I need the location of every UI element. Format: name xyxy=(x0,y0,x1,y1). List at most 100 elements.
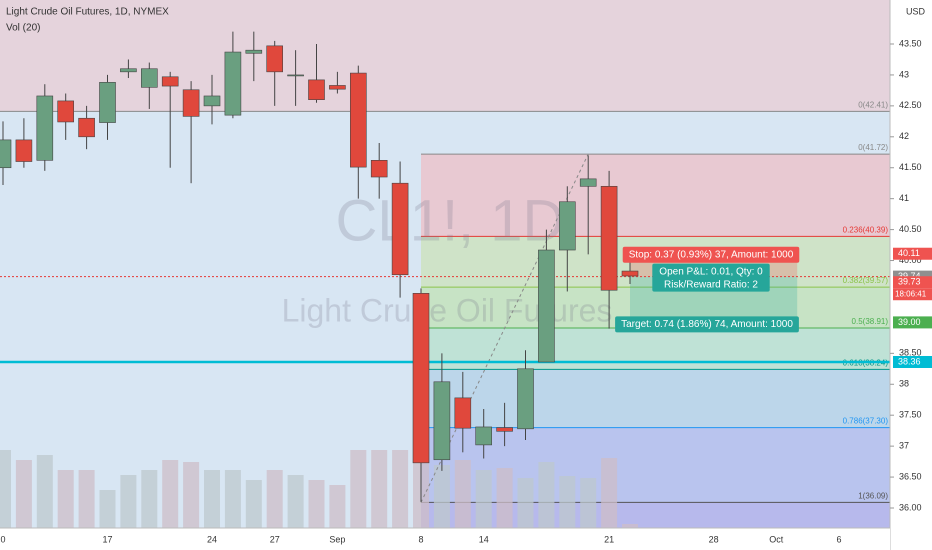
candle-body xyxy=(558,201,576,251)
volume-bar xyxy=(559,476,576,528)
candle-body xyxy=(203,95,221,107)
y-tick-label: 41.50 xyxy=(899,162,922,172)
volume-bar xyxy=(475,470,492,528)
volume-bar xyxy=(329,485,346,528)
fib-label: 0.382(39.57) xyxy=(843,276,889,285)
y-tick-label: 42.50 xyxy=(899,100,922,110)
watermark: CL1!, 1D xyxy=(336,188,565,253)
volume-bar xyxy=(308,480,325,528)
y-tick-label: 43.50 xyxy=(899,38,922,48)
candle-body xyxy=(496,427,513,432)
volume-bar xyxy=(36,455,53,528)
stop-label-box xyxy=(622,246,800,263)
volume-bar xyxy=(538,462,555,528)
stop-label: Stop: 0.37 (0.93%) 37, Amount: 1000 xyxy=(629,249,794,260)
price-tag xyxy=(893,355,932,368)
volume-label: Vol (20) xyxy=(6,23,40,34)
candle-body xyxy=(475,426,493,446)
countdown-tag xyxy=(893,288,932,301)
y-tick-label: 42 xyxy=(899,131,909,141)
candle-body xyxy=(538,249,555,363)
x-tick-label: 24 xyxy=(207,534,217,544)
price-tag xyxy=(893,276,932,289)
volume-bar xyxy=(517,478,534,528)
x-tick-label: 17 xyxy=(102,534,112,544)
candle-body xyxy=(57,100,75,123)
x-tick-label: 6 xyxy=(836,534,841,544)
candle-body xyxy=(454,397,472,429)
price-tag xyxy=(893,247,932,260)
y-tick-label: 38.50 xyxy=(899,348,922,358)
volume-bar xyxy=(622,524,638,528)
pnl-box xyxy=(652,263,770,292)
fib-label: 0(42.41) xyxy=(858,101,888,110)
candle-body xyxy=(15,139,33,162)
volume-bar xyxy=(183,462,200,528)
y-tick-label: 36.00 xyxy=(899,502,922,512)
x-tick-label: 28 xyxy=(709,534,719,544)
volume-bar xyxy=(162,460,179,528)
zone-upper xyxy=(0,0,890,112)
y-tick-label: 41 xyxy=(899,193,909,203)
fib-label: 0.236(40.39) xyxy=(843,226,889,235)
volume-bar xyxy=(0,450,11,528)
price-tag-label: 38.36 xyxy=(898,356,921,366)
candle-body xyxy=(245,49,263,54)
volume-bar xyxy=(454,460,471,528)
target-label-box xyxy=(615,316,799,333)
volume-bar xyxy=(601,458,618,528)
volume-bar xyxy=(580,478,597,528)
y-tick-label: 40.50 xyxy=(899,224,922,234)
candle-body xyxy=(391,182,409,276)
volume-bar xyxy=(57,470,74,528)
currency: USD xyxy=(906,6,926,16)
volume-bar xyxy=(287,475,304,528)
candle-body xyxy=(621,270,639,277)
fib-label: 0.5(38.91) xyxy=(852,317,889,326)
fib-label: 1(36.09) xyxy=(858,492,888,501)
candle-body xyxy=(349,72,367,168)
x-tick-label: 21 xyxy=(604,534,614,544)
fib-label: 0.786(37.30) xyxy=(843,417,889,426)
volume-bar xyxy=(141,470,158,528)
volume-bar xyxy=(224,470,241,528)
volume-bar xyxy=(496,468,513,528)
candle-body xyxy=(266,45,284,73)
volume-bar xyxy=(120,475,137,528)
fib-label: 0(41.72) xyxy=(858,143,888,152)
x-tick-label: 0 xyxy=(0,534,5,544)
target-label: Target: 0.74 (1.86%) 74, Amount: 1000 xyxy=(621,319,793,330)
volume-bar xyxy=(433,465,450,528)
candle-body xyxy=(308,79,325,100)
candle-body xyxy=(161,76,179,87)
volume-bar xyxy=(371,450,388,528)
x-tick-label: Oct xyxy=(769,534,784,544)
candle-body xyxy=(433,381,451,461)
candle-body xyxy=(600,185,618,291)
candle-body xyxy=(329,85,346,90)
candle-body xyxy=(412,293,430,464)
fib-band xyxy=(421,154,890,237)
price-tag-label: 39.00 xyxy=(898,317,921,327)
y-tick-label: 36.50 xyxy=(899,471,922,481)
y-tick-label: 38 xyxy=(899,379,909,389)
volume-bar xyxy=(204,470,220,528)
volume-bar xyxy=(15,460,32,528)
candle-body xyxy=(579,178,597,187)
x-tick-label: 27 xyxy=(270,534,280,544)
x-tick-label: 8 xyxy=(418,534,423,544)
countdown-label: 18:06:41 xyxy=(895,289,927,298)
candle-body xyxy=(78,117,95,138)
price-tag-label: 40.11 xyxy=(898,248,920,258)
y-tick-label: 40.00 xyxy=(899,255,922,265)
volume-bar xyxy=(392,450,409,528)
trend-line xyxy=(420,153,589,503)
watermark-sub: Light Crude Oil Futures xyxy=(282,292,613,328)
candle-body xyxy=(370,160,388,178)
candle-body xyxy=(36,95,54,161)
candle-body xyxy=(99,82,116,123)
price-tag-label: 39.73 xyxy=(898,277,921,287)
volume-bar xyxy=(350,450,367,528)
chart-title: Light Crude Oil Futures, 1D, NYMEX xyxy=(6,7,169,18)
